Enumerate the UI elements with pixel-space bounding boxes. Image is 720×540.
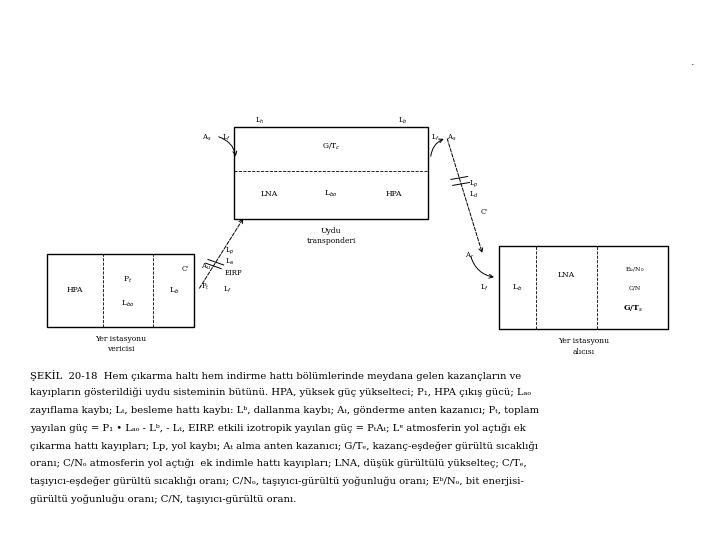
Text: zayıflama kaybı; Lₜ, besleme hattı kaybı: Lᵇ, dallanma kaybı; Aₜ, gönderme anten: zayıflama kaybı; Lₜ, besleme hattı kaybı…: [30, 406, 539, 415]
Text: L$_f$: L$_f$: [480, 282, 489, 293]
Text: HPA: HPA: [385, 190, 402, 198]
Text: L$_p$: L$_p$: [225, 246, 235, 258]
Text: çıkarma hattı kayıpları; Lp, yol kaybı; Aₜ alma anten kazanıcı; G/Tₑ, kazanç-eşd: çıkarma hattı kayıpları; Lp, yol kaybı; …: [30, 441, 539, 451]
Text: A$_u$: A$_u$: [201, 262, 211, 272]
Text: HPA: HPA: [66, 286, 83, 294]
Text: ŞEKİL  20-18  Hem çıkarma haltı hem indirme hattı bölümlerinde meydana gelen kaz: ŞEKİL 20-18 Hem çıkarma haltı hem indirm…: [30, 370, 521, 381]
Text: yayılan güç = P₁ • Lₐₒ - Lᵇ, - Lₜ, EIRP. etkili izotropik yayılan güç = PₜAₜ; Lᵄ: yayılan güç = P₁ • Lₐₒ - Lᵇ, - Lₜ, EIRP.…: [30, 423, 526, 433]
Text: L$_f$: L$_f$: [222, 133, 232, 143]
Text: L$_b$: L$_b$: [168, 285, 179, 295]
Text: Yer istasyonu: Yer istasyonu: [95, 335, 146, 342]
Text: L$_d$: L$_d$: [469, 190, 479, 200]
Text: L$_b$: L$_b$: [398, 116, 408, 125]
Text: C': C': [481, 207, 488, 215]
Text: L$_f$: L$_f$: [431, 133, 441, 143]
Text: Yer istasyonu: Yer istasyonu: [558, 338, 609, 345]
Text: E$_b$/N$_0$: E$_b$/N$_0$: [624, 265, 644, 274]
Text: Uydu: Uydu: [321, 227, 341, 234]
Text: transponderi: transponderi: [307, 238, 356, 245]
Text: G/T$_s$: G/T$_s$: [623, 303, 642, 314]
Text: L$_f$: L$_f$: [223, 285, 232, 295]
Text: G/T$_c$: G/T$_c$: [322, 142, 341, 152]
Text: C': C': [181, 265, 189, 273]
Text: L$_a$: L$_a$: [225, 257, 234, 267]
Text: P$_t$: P$_t$: [202, 281, 210, 292]
Text: alıcısı: alıcısı: [572, 348, 595, 356]
Text: L$_p$: L$_p$: [469, 179, 478, 190]
Bar: [47, 254, 194, 327]
Text: L$_h$: L$_h$: [255, 116, 264, 125]
Bar: [234, 127, 428, 219]
Text: A$_s$: A$_s$: [202, 133, 212, 143]
Text: EIRP: EIRP: [225, 269, 243, 277]
Text: A$_s$: A$_s$: [446, 133, 456, 143]
Text: P$_t$: P$_t$: [123, 274, 132, 285]
Text: L$_{bo}$: L$_{bo}$: [325, 188, 338, 199]
Text: vericisi: vericisi: [107, 346, 135, 353]
Text: gürültü yoğunluğu oranı; C/N, taşıyıcı-gürültü oranı.: gürültü yoğunluğu oranı; C/N, taşıyıcı-g…: [30, 495, 297, 504]
Text: taşıyıcı-eşdeğer gürültü sıcaklığı oranı; C/Nₒ, taşıyıcı-gürültü yoğunluğu oranı: taşıyıcı-eşdeğer gürültü sıcaklığı oranı…: [30, 477, 524, 487]
Text: LNA: LNA: [261, 190, 278, 198]
Text: kayıpların gösterildiği uydu sisteminin bütünü. HPA, yüksek güç yükselteci; P₁, : kayıpların gösterildiği uydu sisteminin …: [30, 388, 531, 397]
Text: C/N: C/N: [628, 285, 641, 290]
Text: L$_{bo}$: L$_{bo}$: [121, 298, 135, 309]
Text: oranı; C/Nₒ atmosferin yol açtığı  ek indimle hattı kayıpları; LNA, düşük gürült: oranı; C/Nₒ atmosferin yol açtığı ek ind…: [30, 459, 527, 469]
Text: L$_b$: L$_b$: [513, 282, 523, 293]
Text: A$_r$: A$_r$: [465, 251, 475, 261]
Bar: [499, 246, 668, 329]
Text: LNA: LNA: [558, 271, 575, 279]
Text: .: .: [691, 57, 695, 67]
